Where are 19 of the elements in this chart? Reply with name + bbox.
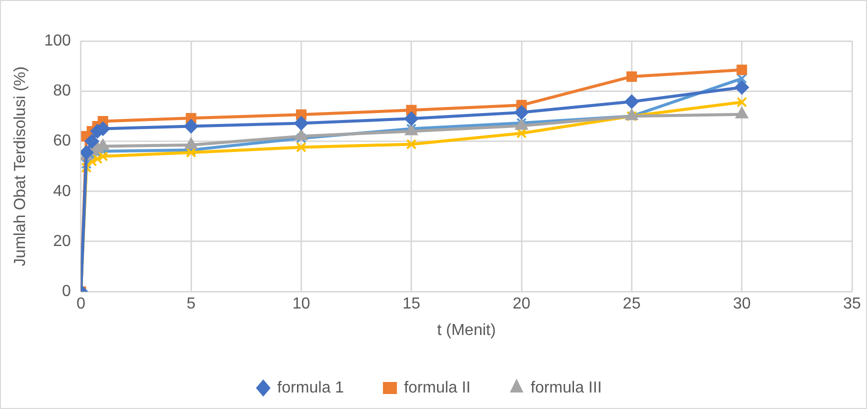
x-tick-label: 30 <box>732 296 751 313</box>
y-tick-label: 40 <box>53 182 71 200</box>
x-tick-label: 15 <box>402 296 420 313</box>
legend-label: formula III <box>530 379 602 396</box>
legend-label: formula II <box>404 379 471 396</box>
y-tick-label: 0 <box>62 283 71 300</box>
x-axis-title: t (Menit) <box>437 322 496 339</box>
y-tick-label: 100 <box>44 32 71 50</box>
x-tick-label: 10 <box>292 296 310 313</box>
x-tick-label: 5 <box>186 296 196 313</box>
x-tick-label: 35 <box>843 296 861 313</box>
legend-label: formula 1 <box>277 379 344 396</box>
x-tick-label: 0 <box>76 296 86 313</box>
x-tick-label: 25 <box>622 296 641 313</box>
y-tick-label: 20 <box>53 232 71 250</box>
x-tick-label: 20 <box>512 296 531 313</box>
y-tick-label: 80 <box>53 82 71 100</box>
y-axis-title: Jumlah Obat Terdisolusi (%) <box>12 66 30 266</box>
y-tick-label: 60 <box>53 132 71 150</box>
